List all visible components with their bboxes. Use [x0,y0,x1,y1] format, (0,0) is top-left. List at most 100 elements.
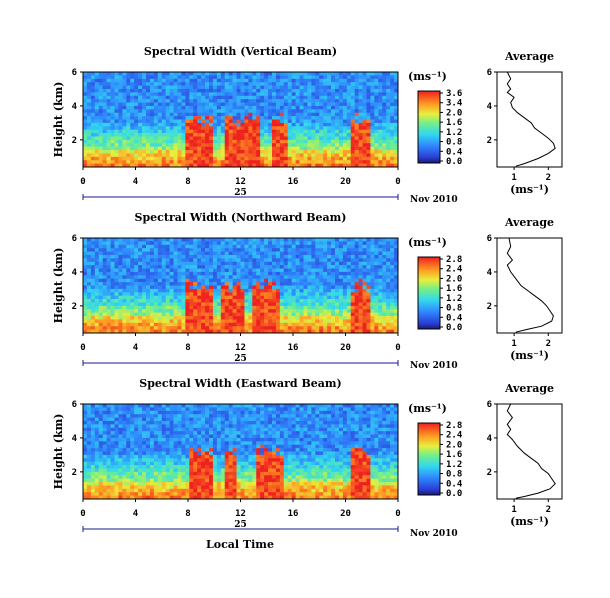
heatmap-cell [185,116,190,120]
heatmap-cell [283,105,289,110]
heatmap-cell [275,329,281,334]
heatmap-cell [272,326,277,330]
heatmap-cell [142,82,147,86]
heatmap-cell [370,88,375,93]
heatmap-cell [122,485,127,490]
heatmap-cell [83,261,88,266]
heatmap-cell [378,322,383,327]
heatmap-cell [209,163,214,168]
heatmap-cell [338,275,344,280]
heatmap-cell [102,326,107,330]
heatmap-cell [98,420,103,425]
heatmap-cell [287,85,292,90]
heatmap-cell [110,414,115,418]
heatmap-cell [307,282,312,286]
heatmap-cell [382,275,387,280]
heatmap-cell [110,254,115,259]
heatmap-cell [283,312,289,317]
heatmap-cell [149,282,155,286]
heatmap-cell [122,99,127,103]
heatmap-cell [220,82,226,86]
heatmap-cell [126,437,131,442]
heatmap-cell [130,265,135,269]
heatmap-cell [118,326,123,330]
heatmap-cell [228,312,233,317]
heatmap-cell [366,85,371,90]
heatmap-cell [291,126,296,130]
heatmap-cell [311,282,316,286]
heatmap-cell [378,146,383,151]
heatmap-cell [83,420,88,425]
heatmap-cell [303,116,308,120]
heatmap-cell [220,312,226,317]
heatmap-cell [201,265,206,269]
heatmap-cell [169,299,174,303]
heatmap-cell [130,444,135,449]
heatmap-cell [153,99,159,103]
heatmap-cell [201,85,206,90]
heatmap-cell [138,153,143,158]
heatmap-cell [268,92,273,97]
heatmap-cell [185,288,190,293]
heatmap-cell [362,326,367,330]
heatmap-cell [378,92,383,97]
heatmap-cell [134,302,139,307]
heatmap-cell [130,451,135,456]
heatmap-cell [311,156,316,161]
heatmap-cell [102,92,107,97]
heatmap-cell [264,160,269,164]
heatmap-cell [83,112,88,117]
heatmap-cell [126,295,131,300]
heatmap-cell [106,78,111,83]
heatmap-cell [272,163,277,168]
heatmap-cell [366,251,371,256]
heatmap-cell [275,99,281,103]
heatmap-cell [161,109,166,114]
heatmap-cell [378,143,383,147]
heatmap-cell [110,136,115,141]
heatmap-cell [252,109,257,114]
heatmap-cell [232,278,237,283]
heatmap-cell [264,153,269,158]
heatmap-cell [83,244,88,249]
heatmap-cell [386,105,391,110]
heatmap-cell [252,133,257,137]
heatmap-cell [153,88,159,93]
heatmap-cell [232,109,237,114]
heatmap-cell [146,302,151,307]
heatmap-cell [114,319,119,324]
heatmap-cell [106,95,111,100]
heatmap-cell [291,278,296,283]
heatmap-cell [201,288,206,293]
heatmap-cell [224,119,229,124]
heatmap-cell [110,444,115,449]
heatmap-cell [110,261,115,266]
heatmap-cell [134,268,139,273]
heatmap-cell [161,329,166,334]
heatmap-cell [382,265,387,269]
heatmap-cell [118,153,123,158]
heatmap-cell [307,265,312,269]
heatmap-cell [98,485,103,490]
heatmap-cell [232,326,237,330]
heatmap-cell [315,312,320,317]
heatmap-cell [90,92,96,97]
heatmap-cell [240,258,245,263]
heatmap-cell [86,451,92,456]
heatmap-cell [311,75,316,80]
heatmap-cell [272,102,277,107]
heatmap-cell [366,126,371,130]
heatmap-cell [83,444,88,449]
heatmap-cell [346,150,352,154]
heatmap-cell [197,85,202,90]
heatmap-cell [134,271,139,276]
heatmap-cell [315,119,320,124]
heatmap-cell [212,143,218,147]
heatmap-cell [236,88,241,93]
heatmap-cell [272,322,277,327]
heatmap-cell [122,109,127,114]
heatmap-cell [382,282,387,286]
heatmap-cell [134,258,139,263]
x-tick-label: 20 [340,343,351,353]
heatmap-cell [90,129,96,134]
